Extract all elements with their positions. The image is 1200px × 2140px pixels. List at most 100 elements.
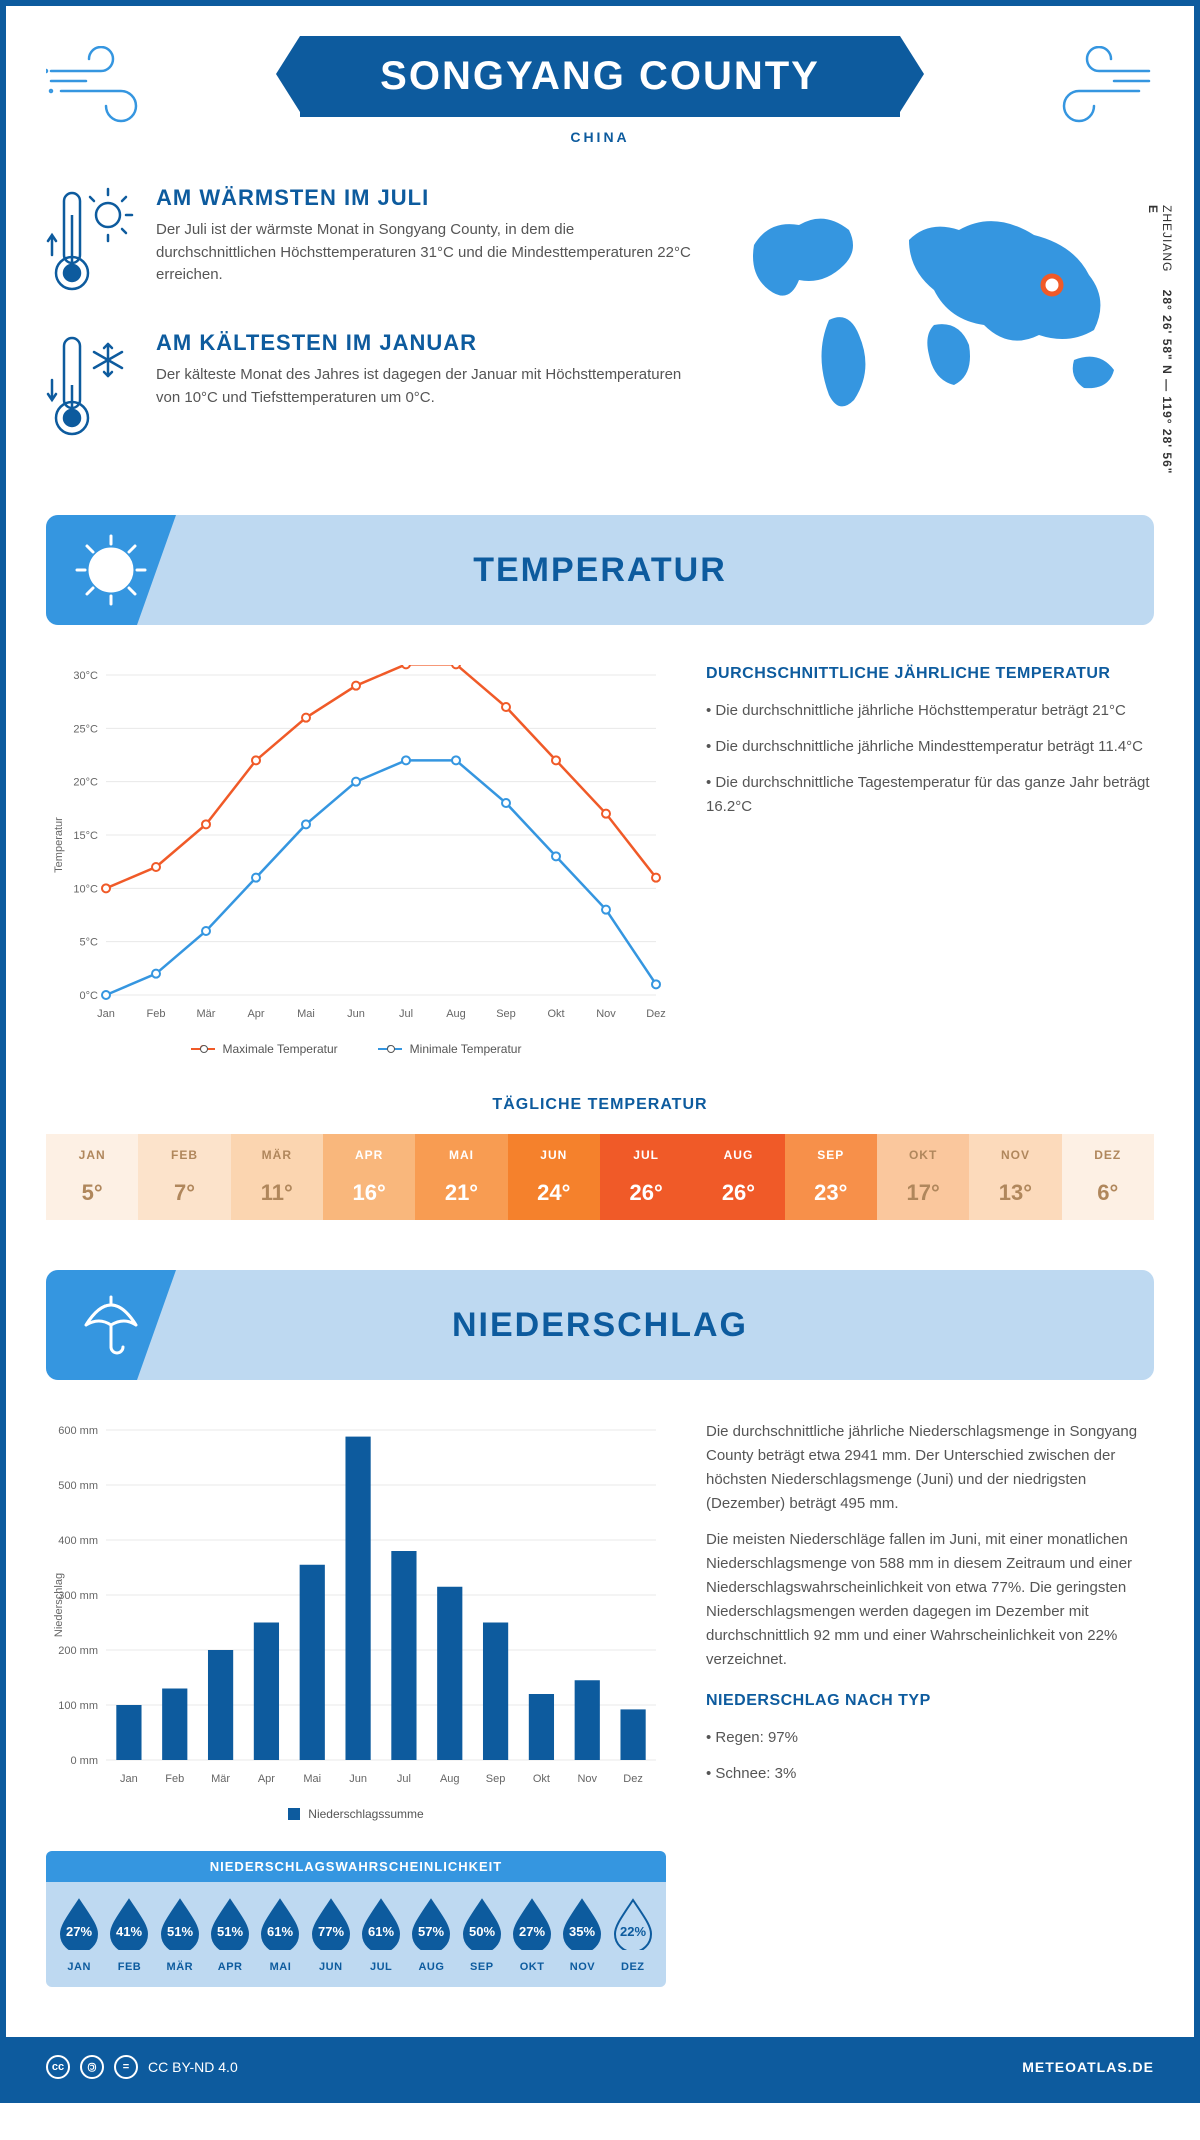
svg-text:500 mm: 500 mm: [58, 1480, 98, 1492]
precipitation-chart-row: 0 mm100 mm200 mm300 mm400 mm500 mm600 mm…: [46, 1420, 1154, 1987]
probability-drop: 61%JUL: [356, 1896, 406, 1973]
svg-text:400 mm: 400 mm: [58, 1535, 98, 1547]
svg-text:Niederschlag: Niederschlag: [53, 1573, 65, 1637]
info-bullet: Regen: 97%: [706, 1726, 1154, 1750]
thermometer-sun-icon: [46, 185, 136, 300]
svg-text:Jun: Jun: [347, 1008, 365, 1020]
probability-drop: 61%MAI: [255, 1896, 305, 1973]
intro-row: AM WÄRMSTEN IM JULI Der Juli ist der wär…: [46, 185, 1154, 475]
info-bullet: Die durchschnittliche Tagestemperatur fü…: [706, 771, 1154, 819]
footer: cc 🄯 = CC BY-ND 4.0 METEOATLAS.DE: [6, 2037, 1194, 2097]
svg-text:Aug: Aug: [446, 1008, 466, 1020]
svg-text:Aug: Aug: [440, 1773, 460, 1785]
svg-text:0 mm: 0 mm: [71, 1755, 99, 1767]
svg-text:77%: 77%: [318, 1924, 344, 1939]
page-title: SONGYANG COUNTY: [300, 36, 900, 117]
svg-text:Jul: Jul: [397, 1773, 411, 1785]
wind-icon: [46, 46, 156, 131]
warmest-fact: AM WÄRMSTEN IM JULI Der Juli ist der wär…: [46, 185, 694, 300]
svg-text:Okt: Okt: [533, 1773, 550, 1785]
svg-text:27%: 27%: [66, 1924, 92, 1939]
prob-title: NIEDERSCHLAGSWAHRSCHEINLICHKEIT: [46, 1851, 666, 1882]
fact-text: Der kälteste Monat des Jahres ist dagege…: [156, 364, 694, 409]
temp-cell: FEB7°: [138, 1134, 230, 1220]
svg-text:61%: 61%: [267, 1924, 293, 1939]
fact-title: AM KÄLTESTEN IM JANUAR: [156, 330, 694, 356]
wind-icon: [1044, 46, 1154, 131]
precipitation-probability: NIEDERSCHLAGSWAHRSCHEINLICHKEIT 27%JAN41…: [46, 1851, 666, 1987]
svg-text:22%: 22%: [620, 1924, 646, 1939]
probability-drop: 51%APR: [205, 1896, 255, 1973]
svg-text:51%: 51%: [217, 1924, 243, 1939]
svg-text:Sep: Sep: [496, 1008, 516, 1020]
svg-text:27%: 27%: [519, 1924, 545, 1939]
svg-text:Dez: Dez: [646, 1008, 666, 1020]
daily-temperature: TÄGLICHE TEMPERATUR JAN5°FEB7°MÄR11°APR1…: [46, 1096, 1154, 1220]
svg-text:57%: 57%: [418, 1924, 444, 1939]
probability-drop: 27%JAN: [54, 1896, 104, 1973]
temp-cell: AUG26°: [692, 1134, 784, 1220]
umbrella-icon: [46, 1270, 176, 1380]
svg-text:15°C: 15°C: [73, 830, 98, 842]
svg-text:Mai: Mai: [297, 1008, 315, 1020]
chart-legend: Niederschlagssumme: [46, 1807, 666, 1821]
legend-label: Niederschlagssumme: [308, 1807, 423, 1821]
license: cc 🄯 = CC BY-ND 4.0: [46, 2055, 238, 2079]
coldest-fact: AM KÄLTESTEN IM JANUAR Der kälteste Mona…: [46, 330, 694, 445]
svg-text:35%: 35%: [569, 1924, 595, 1939]
temp-cell: NOV13°: [969, 1134, 1061, 1220]
probability-drop: 57%AUG: [406, 1896, 456, 1973]
svg-text:Jul: Jul: [399, 1008, 413, 1020]
nd-icon: =: [114, 2055, 138, 2079]
svg-text:25°C: 25°C: [73, 723, 98, 735]
page-subtitle: CHINA: [46, 129, 1154, 145]
svg-text:10°C: 10°C: [73, 883, 98, 895]
daily-temp-title: TÄGLICHE TEMPERATUR: [46, 1096, 1154, 1114]
info-bullet: Die durchschnittliche jährliche Höchstte…: [706, 699, 1154, 723]
svg-text:Jan: Jan: [97, 1008, 115, 1020]
probability-drop: 51%MÄR: [155, 1896, 205, 1973]
svg-text:61%: 61%: [368, 1924, 394, 1939]
info-paragraph: Die meisten Niederschläge fallen im Juni…: [706, 1528, 1154, 1672]
legend-label: Maximale Temperatur: [223, 1042, 338, 1056]
thermometer-snow-icon: [46, 330, 136, 445]
svg-text:Feb: Feb: [147, 1008, 166, 1020]
temperature-info: DURCHSCHNITTLICHE JÄHRLICHE TEMPERATUR D…: [706, 665, 1154, 1056]
svg-text:Apr: Apr: [247, 1008, 264, 1020]
svg-text:Mai: Mai: [303, 1773, 321, 1785]
world-map: ZHEJIANG 28° 26' 58" N — 119° 28' 56" E: [734, 185, 1154, 475]
region-label: ZHEJIANG: [1160, 205, 1174, 272]
probability-drop: 27%OKT: [507, 1896, 557, 1973]
svg-text:Apr: Apr: [258, 1773, 275, 1785]
info-bullet: Die durchschnittliche jährliche Mindestt…: [706, 735, 1154, 759]
svg-text:Nov: Nov: [577, 1773, 597, 1785]
temp-cell: OKT17°: [877, 1134, 969, 1220]
precipitation-bar-chart: 0 mm100 mm200 mm300 mm400 mm500 mm600 mm…: [46, 1420, 666, 1987]
temp-cell: APR16°: [323, 1134, 415, 1220]
probability-drop: 50%SEP: [457, 1896, 507, 1973]
probability-drop: 41%FEB: [104, 1896, 154, 1973]
coordinates: ZHEJIANG 28° 26' 58" N — 119° 28' 56" E: [1146, 205, 1174, 475]
svg-text:Dez: Dez: [623, 1773, 643, 1785]
svg-text:Feb: Feb: [165, 1773, 184, 1785]
temp-cell: SEP23°: [785, 1134, 877, 1220]
svg-text:Temperatur: Temperatur: [53, 817, 65, 873]
svg-text:41%: 41%: [116, 1924, 142, 1939]
infographic-frame: SONGYANG COUNTY CHINA AM WÄRMSTEN IM JUL…: [0, 0, 1200, 2103]
temperature-section-head: TEMPERATUR: [46, 515, 1154, 625]
temperature-chart-row: 0°C5°C10°C15°C20°C25°C30°CJanFebMärAprMa…: [46, 665, 1154, 1056]
cc-icon: cc: [46, 2055, 70, 2079]
section-title: TEMPERATUR: [473, 551, 727, 590]
sun-icon: [46, 515, 176, 625]
svg-text:Sep: Sep: [486, 1773, 506, 1785]
svg-text:Jan: Jan: [120, 1773, 138, 1785]
legend-label: Minimale Temperatur: [410, 1042, 522, 1056]
svg-text:0°C: 0°C: [80, 990, 99, 1002]
svg-text:5°C: 5°C: [80, 937, 99, 949]
svg-text:20°C: 20°C: [73, 777, 98, 789]
svg-text:51%: 51%: [167, 1924, 193, 1939]
info-title: NIEDERSCHLAG NACH TYP: [706, 1692, 1154, 1710]
probability-drop: 35%NOV: [557, 1896, 607, 1973]
temp-cell: MÄR11°: [231, 1134, 323, 1220]
by-icon: 🄯: [80, 2055, 104, 2079]
